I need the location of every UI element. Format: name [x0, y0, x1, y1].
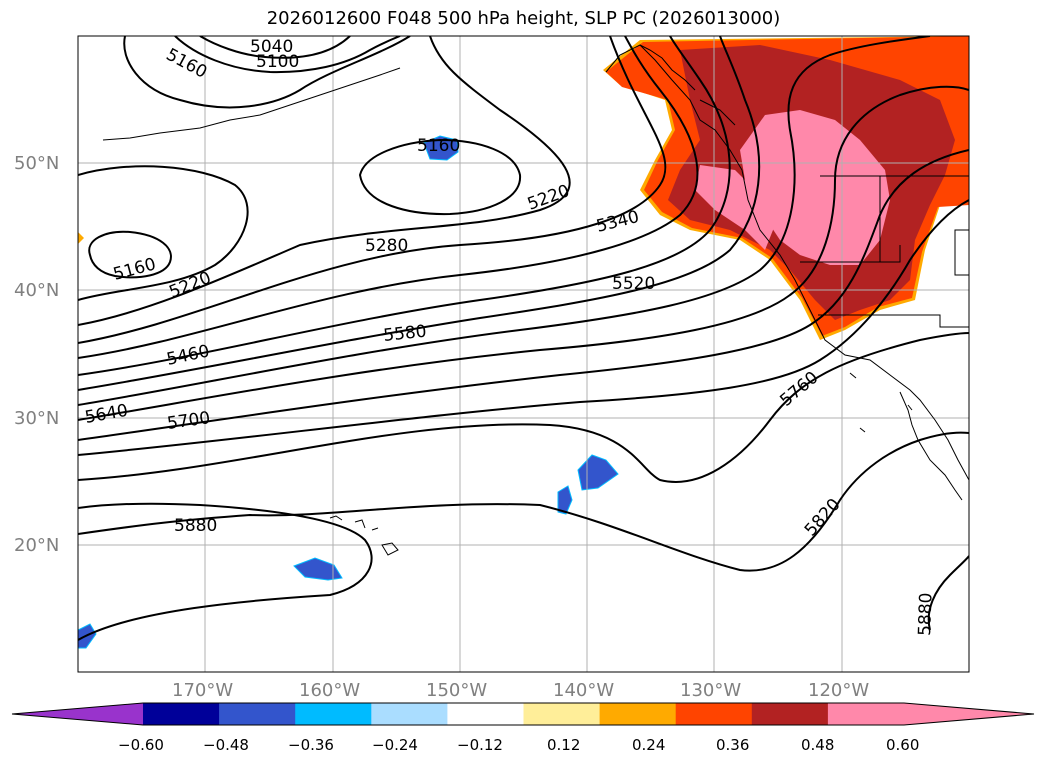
contour-label: 5640	[83, 401, 129, 428]
colorbar-tick-label: −0.36	[288, 736, 334, 754]
contour-label: 5520	[612, 274, 655, 294]
height-contours	[78, 36, 969, 641]
contour-label: 5040	[250, 37, 293, 57]
lon-label: 170°W	[172, 680, 234, 701]
colorbar-segment	[675, 703, 753, 725]
colorbar-tick-label: −0.24	[372, 736, 418, 754]
colorbar-extend-low	[12, 703, 143, 725]
colorbar-segment	[751, 703, 829, 725]
lon-label: 140°W	[553, 680, 615, 701]
colorbar-tick-label: 0.12	[547, 736, 581, 754]
colorbar-segment	[523, 703, 601, 725]
colorbar-segment	[295, 703, 372, 725]
lon-label: 120°W	[808, 680, 870, 701]
colorbar-tick-label: −0.60	[118, 736, 164, 754]
lat-label: 30°N	[14, 408, 60, 429]
colorbar-tick-label: 0.24	[632, 736, 666, 754]
colorbar-tick-label: 0.36	[716, 736, 750, 754]
lat-label: 40°N	[14, 280, 60, 301]
colorbar	[11, 702, 1035, 726]
map-title: 2026012600 F048 500 hPa height, SLP PC (…	[266, 8, 781, 29]
contour-label: 5100	[256, 52, 299, 72]
lon-label: 160°W	[299, 680, 361, 701]
colorbar-outline	[11, 702, 1035, 726]
negative-anomaly-shading	[78, 135, 619, 649]
contour-label: 5460	[165, 341, 211, 370]
contour-label: 5220	[525, 181, 572, 215]
contour-label: 5340	[594, 207, 641, 237]
positive-anomaly-shading	[603, 36, 969, 340]
contour-label: 5220	[166, 268, 214, 303]
colorbar-extend-high	[904, 703, 1034, 725]
contour-label: 5160	[163, 45, 211, 83]
contour-label: 5580	[382, 322, 427, 346]
contour-label: 5160	[111, 254, 158, 285]
coastlines	[102, 44, 969, 556]
map-frame	[77, 35, 970, 673]
lat-label: 50°N	[14, 153, 60, 174]
graticule	[78, 36, 969, 672]
colorbar-segment	[827, 703, 905, 725]
contour-label: 5760	[776, 368, 822, 411]
colorbar-tick-label: −0.48	[203, 736, 249, 754]
lon-label: 130°W	[680, 680, 742, 701]
colorbar-segment	[371, 703, 448, 725]
lat-label: 20°N	[14, 535, 60, 556]
colorbar-tick-label: 0.48	[801, 736, 835, 754]
lon-label: 150°W	[426, 680, 488, 701]
contour-label: 5880	[915, 592, 936, 636]
contour-label: 5160	[417, 136, 460, 156]
colorbar-tick-label: −0.12	[457, 736, 503, 754]
colorbar-segment	[599, 703, 677, 725]
colorbar-segment	[447, 703, 524, 725]
contour-label: 5280	[365, 236, 408, 256]
colorbar-segment	[143, 703, 220, 725]
colorbar-segment	[219, 703, 296, 725]
colorbar-tick-label: 0.60	[886, 736, 920, 754]
contour-label: 5880	[174, 516, 217, 536]
